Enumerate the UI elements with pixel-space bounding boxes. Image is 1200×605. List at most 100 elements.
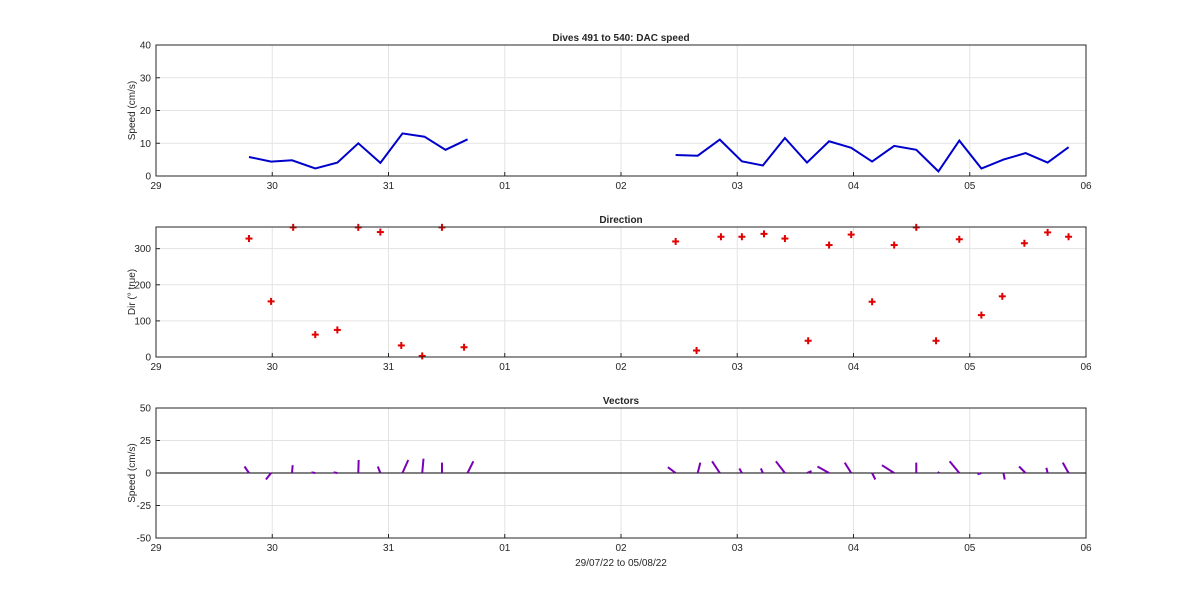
direction-panel: Direction Dir (° true) 29 30 31 01 02 03 04 05 0… — [127, 215, 1092, 373]
direction-point — [738, 233, 746, 241]
speed-xtick-label: 06 — [1080, 181, 1092, 192]
speed-ticks: 29 30 31 01 02 03 04 05 06 0 10 20 30 40 — [140, 41, 1092, 193]
vectors-vector — [333, 471, 338, 474]
direction-xtick-label: 01 — [499, 362, 511, 373]
vectors-xtick-label: 31 — [383, 543, 395, 554]
vectors-vector — [759, 468, 764, 474]
vectors-vector — [421, 458, 425, 474]
vectors-ytick-label: -50 — [137, 534, 152, 545]
speed-series-line — [248, 132, 469, 170]
direction-point — [333, 326, 341, 334]
vectors-vector — [1002, 472, 1006, 480]
direction-xtick-label: 05 — [964, 362, 976, 373]
direction-point — [672, 237, 680, 245]
speed-panel-ylabel: Speed (cm/s) — [127, 81, 138, 140]
vectors-vector — [243, 465, 250, 474]
vectors-ticks: 29 30 31 01 02 03 04 05 06 -50 -25 0 25 50 — [137, 404, 1092, 555]
direction-xtick-label: 31 — [383, 362, 395, 373]
speed-ytick-label: 10 — [140, 139, 152, 150]
vectors-vector — [311, 471, 316, 474]
vectors-panel-ylabel: Speed (cm/s) — [127, 443, 138, 502]
direction-grid — [156, 227, 1086, 357]
direction-point — [760, 230, 768, 238]
direction-ytick-label: 200 — [134, 280, 151, 291]
vectors-vector — [937, 471, 940, 474]
speed-xtick-label: 29 — [150, 181, 162, 192]
vectors-ytick-label: 25 — [140, 436, 152, 447]
direction-point — [245, 235, 253, 243]
vectors-vector — [291, 465, 294, 474]
vectors-xtick-label: 03 — [732, 543, 744, 554]
speed-xtick-label: 01 — [499, 181, 511, 192]
direction-point — [1020, 239, 1028, 247]
speed-xtick-label: 02 — [615, 181, 627, 192]
vectors-vector — [711, 460, 721, 474]
speed-grid — [156, 45, 1086, 176]
vectors-vector — [1045, 467, 1049, 474]
speed-ytick-label: 30 — [140, 73, 152, 84]
direction-xtick-label: 30 — [267, 362, 279, 373]
speed-panel-title: Dives 491 to 540: DAC speed — [552, 33, 689, 44]
vectors-vector — [667, 466, 677, 474]
vectors-vector — [881, 464, 895, 474]
direction-ticks: 29 30 31 01 02 03 04 05 06 0 100 200 300 — [134, 244, 1092, 373]
direction-point — [418, 352, 426, 360]
vectors-vector — [843, 462, 853, 474]
vectors-vector — [806, 470, 812, 474]
vectors-vector — [738, 467, 743, 474]
direction-point — [1065, 233, 1073, 241]
speed-series-line — [675, 136, 1070, 173]
direction-point — [376, 228, 384, 236]
vectors-vector — [871, 472, 877, 480]
vectors-vector — [376, 466, 382, 474]
speed-xtick-label: 04 — [848, 181, 860, 192]
direction-point — [998, 292, 1006, 300]
speed-xtick-label: 31 — [383, 181, 395, 192]
direction-point — [693, 347, 701, 354]
vectors-vector — [816, 465, 830, 474]
vectors-vector — [1061, 462, 1070, 474]
direction-ytick-label: 300 — [134, 244, 151, 255]
vectors-vector — [401, 459, 410, 474]
direction-xtick-label: 03 — [732, 362, 744, 373]
direction-point — [847, 231, 855, 239]
direction-point — [1044, 228, 1052, 236]
vectors-xtick-label: 05 — [964, 543, 976, 554]
vectors-vector — [265, 472, 272, 481]
direction-panel-title: Direction — [599, 215, 642, 226]
direction-point — [717, 233, 725, 241]
direction-data — [245, 223, 1073, 360]
vectors-data — [156, 458, 1086, 481]
speed-xtick-label: 03 — [732, 181, 744, 192]
speed-data — [248, 132, 1070, 173]
direction-point — [977, 311, 985, 319]
direction-point — [825, 241, 833, 249]
direction-point — [460, 343, 468, 351]
vectors-panel-title: Vectors — [603, 396, 640, 407]
direction-point — [804, 337, 812, 345]
direction-point — [781, 235, 789, 243]
direction-point — [267, 297, 275, 305]
speed-panel: Dives 491 to 540: DAC speed Speed (cm/s)… — [127, 33, 1092, 192]
direction-point — [868, 298, 876, 306]
direction-xtick-label: 06 — [1080, 362, 1092, 373]
speed-xtick-label: 05 — [964, 181, 976, 192]
direction-point — [932, 337, 940, 345]
vectors-xtick-label: 29 — [150, 543, 162, 554]
direction-xtick-label: 04 — [848, 362, 860, 373]
vectors-vector — [466, 460, 475, 474]
vectors-panel: Vectors Speed (cm/s) 29 30 31 01 02 03 04 05 06 -… — [127, 396, 1092, 554]
vectors-ytick-label: 50 — [140, 404, 152, 415]
direction-point — [311, 331, 319, 339]
speed-ytick-label: 40 — [140, 41, 152, 52]
vectors-xtick-label: 06 — [1080, 543, 1092, 554]
direction-xtick-label: 02 — [615, 362, 627, 373]
vectors-vector — [948, 460, 961, 474]
direction-panel-ylabel: Dir (° true) — [127, 269, 138, 315]
direction-point — [397, 341, 405, 349]
direction-ytick-label: 0 — [145, 353, 151, 364]
vectors-xtick-label: 30 — [267, 543, 279, 554]
speed-ytick-label: 20 — [140, 106, 152, 117]
